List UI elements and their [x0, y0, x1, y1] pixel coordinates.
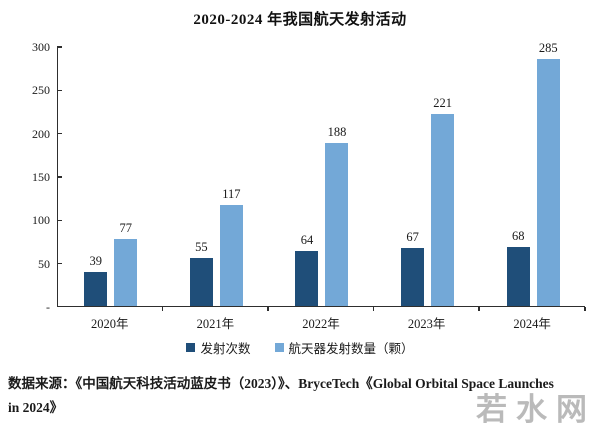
- bar: 285: [536, 41, 560, 306]
- bar-value-label: 64: [300, 232, 314, 247]
- x-category-label: 2020年: [91, 317, 129, 331]
- source-note-line1: 数据来源：《中国航天科技活动蓝皮书（2023）》、BryceTech《Globa…: [8, 376, 554, 391]
- x-category-label: 2022年: [302, 317, 340, 331]
- category-group: 68 285: [480, 41, 586, 306]
- plot-area: 39 77 55 117 64 188 67 221 68 285: [57, 41, 586, 307]
- x-category-label: 2024年: [513, 317, 551, 331]
- bar: 77: [114, 221, 138, 306]
- bar: 64: [295, 233, 319, 306]
- category-group: 39 77: [58, 47, 164, 306]
- legend-item: 航天器发射数量（颗）: [274, 338, 414, 357]
- bar-value-label: 39: [89, 254, 103, 269]
- category-group: 55 117: [164, 47, 270, 306]
- bar: 39: [84, 254, 108, 306]
- x-tick-mark: [372, 307, 375, 311]
- y-tick-mark: [57, 46, 62, 48]
- bar-value-label: 221: [433, 96, 452, 111]
- x-tick-mark: [267, 307, 269, 311]
- y-tick-mark: [57, 262, 62, 265]
- legend-swatch: [186, 343, 196, 352]
- legend-swatch: [274, 343, 284, 352]
- y-tick-mark: [57, 219, 62, 222]
- bar-value-label: 67: [406, 229, 419, 244]
- category-group: 67 221: [375, 47, 481, 306]
- y-tick-label: 100: [32, 213, 50, 228]
- x-category-label: 2023年: [407, 317, 446, 331]
- legend-item: 发射次数: [186, 338, 251, 357]
- y-tick-label: -: [46, 300, 50, 314]
- y-tick-label: 150: [32, 170, 50, 184]
- x-category-label: 2021年: [196, 317, 235, 331]
- bar: 117: [219, 187, 243, 306]
- y-tick-mark: [57, 89, 62, 92]
- bar: 68: [506, 229, 530, 306]
- x-tick-mark: [478, 307, 480, 311]
- legend: 发射次数 航天器发射数量（颗）: [0, 338, 600, 357]
- y-tick-label: 300: [32, 40, 50, 54]
- category-group: 64 188: [269, 47, 375, 306]
- bar: 67: [401, 230, 425, 306]
- source-note-line2: in 2024》: [8, 400, 64, 415]
- bar-value-label: 117: [222, 186, 241, 201]
- legend-label: 发射次数: [200, 342, 251, 356]
- y-tick-label: 200: [32, 126, 50, 141]
- legend-label: 航天器发射数量（颗）: [288, 342, 414, 356]
- bar: 188: [325, 125, 349, 306]
- y-tick-label: 250: [32, 83, 50, 98]
- bar-value-label: 285: [538, 41, 558, 55]
- bar: 55: [189, 240, 213, 306]
- bar-value-label: 188: [327, 125, 347, 140]
- bar-value-label: 55: [195, 240, 208, 255]
- y-tick-label: 50: [38, 256, 50, 271]
- x-tick-mark: [584, 307, 586, 311]
- x-tick-mark: [161, 307, 164, 311]
- y-tick-mark: [57, 132, 62, 135]
- y-tick-mark: [57, 176, 62, 178]
- chart-title: 2020-2024 年我国航天发射活动: [193, 12, 407, 28]
- bar: 221: [431, 96, 455, 306]
- source-note: 数据来源：《中国航天科技活动蓝皮书（2023）》、BryceTech《Globa…: [8, 372, 592, 420]
- bar-value-label: 68: [511, 229, 525, 244]
- bar-value-label: 77: [119, 221, 133, 236]
